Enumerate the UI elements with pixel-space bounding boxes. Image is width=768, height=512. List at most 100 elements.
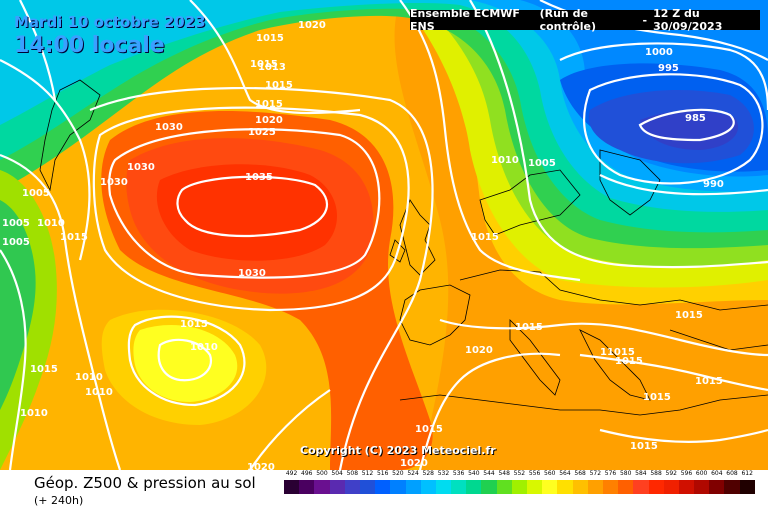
isobar-label: 1010 [85, 387, 113, 398]
color-legend: 492 496 500 504 508 512 516 520 524 528 532 536 540 5… [284, 470, 756, 494]
isobar-label: 1015 [675, 310, 703, 321]
run-time: 12 Z du 30/09/2023 [653, 7, 723, 33]
legend-swatch [359, 480, 376, 494]
legend-swatch [329, 480, 345, 494]
legend-label: 592 [665, 470, 677, 477]
legend-swatch [602, 480, 619, 494]
legend-swatch [709, 480, 725, 494]
isobar-label: 1013 [258, 62, 286, 73]
isobar-label: 1005 [2, 237, 30, 248]
legend-swatch [739, 480, 755, 494]
legend-label: 500 [316, 470, 328, 477]
run-type: (Run de contrôle) [539, 7, 596, 33]
legend-swatches [284, 480, 756, 494]
legend-label: 540 [468, 470, 480, 477]
legend-swatch [405, 480, 421, 494]
legend-swatch [496, 480, 512, 494]
legend-label: 512 [361, 470, 374, 477]
isobar-label: 1005 [2, 218, 30, 229]
forecast-local-time: 14:00 locale [14, 33, 165, 58]
legend-label: 552 [513, 470, 526, 477]
legend-swatch [435, 480, 452, 494]
legend-swatch [466, 480, 482, 494]
isobar-label: 1010 [20, 408, 48, 419]
legend-label: 568 [574, 470, 586, 477]
isobar-label: 1030 [127, 162, 155, 173]
isobar-label: 1015 [471, 232, 499, 243]
footer-subtitle: (+ 240h) [34, 494, 84, 507]
legend-swatch [587, 480, 603, 494]
legend-label: 548 [498, 470, 510, 477]
legend-swatch [557, 480, 573, 494]
map-footer: Géop. Z500 & pression au sol (+ 240h) 49… [0, 470, 768, 512]
coastlines [39, 79, 768, 416]
legend-label: 588 [650, 470, 662, 477]
isobar-label: 1015 [250, 59, 278, 70]
isobar-label: 1015 [615, 356, 643, 367]
legend-label: 528 [422, 470, 434, 477]
legend-label: 516 [376, 470, 389, 477]
legend-swatch [618, 480, 634, 494]
isobar-label: 1010 [491, 155, 519, 166]
isobar-label: 1010 [75, 372, 103, 383]
legend-swatch [663, 480, 679, 494]
isobar-label: 1020 [247, 462, 275, 470]
copyright-notice: Copyright (C) 2023 Meteociel.fr [300, 444, 496, 457]
legend-label: 604 [711, 470, 723, 477]
legend-labels: 492 496 500 504 508 512 516 520 524 528 532 536 540 5… [284, 470, 756, 480]
isobar-label: 1010 [190, 342, 218, 353]
isobar-label: 11015 [600, 347, 635, 358]
weather-map: 1020 1015 1013 1015 1015 1015 1020 1025 … [0, 0, 768, 470]
legend-swatch [633, 480, 649, 494]
legend-label: 536 [452, 470, 465, 477]
legend-swatch [451, 480, 467, 494]
isobar-label: 1000 [645, 47, 673, 58]
legend-label: 576 [604, 470, 617, 477]
legend-label: 564 [559, 470, 571, 477]
legend-label: 508 [346, 470, 359, 477]
legend-swatch [299, 480, 315, 494]
isobar-label: 990 [703, 179, 724, 190]
isobar-label: 1015 [60, 232, 88, 243]
legend-label: 520 [392, 470, 404, 477]
legend-swatch [344, 480, 360, 494]
isobar-label: 1035 [245, 172, 273, 183]
isobar-label: 1015 [415, 424, 443, 435]
legend-label: 524 [407, 470, 419, 477]
isobar-label: 1010 [37, 218, 65, 229]
legend-swatch [527, 480, 543, 494]
legend-label: 504 [331, 470, 343, 477]
isobar-label: 1015 [30, 364, 58, 375]
legend-swatch [694, 480, 710, 494]
isobar-label: 1005 [528, 158, 556, 169]
isobar-label: 1020 [298, 20, 326, 31]
legend-label: 492 [285, 470, 298, 477]
isobar-label: 1030 [238, 268, 266, 279]
legend-swatch [375, 480, 391, 494]
isobar-label: 1020 [465, 345, 493, 356]
run-separator: - [642, 13, 648, 27]
legend-swatch [678, 480, 695, 494]
legend-swatch [420, 480, 436, 494]
isobar-label: 1015 [265, 80, 293, 91]
model-run-banner: Ensemble ECMWF ENS (Run de contrôle) - 1… [410, 7, 760, 33]
legend-swatch [572, 480, 588, 494]
isobar-label: 1015 [630, 441, 658, 452]
isobar-label: 1015 [256, 33, 284, 44]
legend-swatch [314, 480, 330, 494]
isobar-label: 1015 [255, 99, 283, 110]
isobar-lines [0, 0, 768, 470]
legend-label: 544 [483, 470, 495, 477]
legend-label: 556 [528, 470, 541, 477]
isobar-labels: 1020 1015 1013 1015 1015 1015 1020 1025 … [2, 20, 724, 470]
legend-swatch [390, 480, 406, 494]
legend-label: 580 [619, 470, 632, 477]
isobar-label: 1015 [515, 322, 543, 333]
legend-label: 572 [589, 470, 602, 477]
legend-label: 560 [544, 470, 556, 477]
legend-swatch [648, 480, 664, 494]
legend-swatch [284, 480, 300, 494]
legend-label: 532 [437, 470, 450, 477]
isobar-label: 1020 [400, 458, 428, 469]
legend-label: 608 [726, 470, 738, 477]
